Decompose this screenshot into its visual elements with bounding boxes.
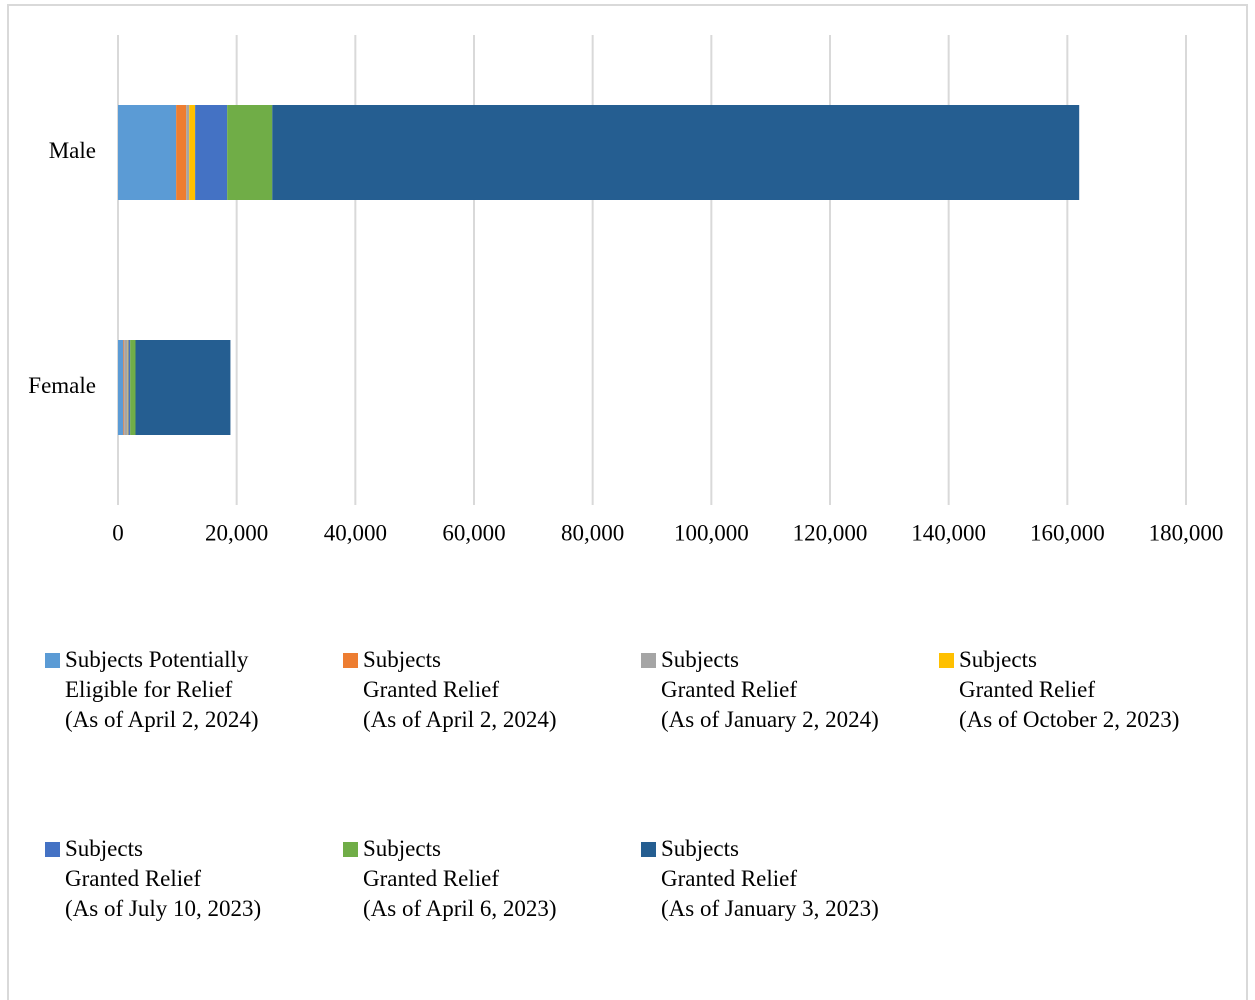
legend-label: Subjects Granted Relief (As of April 6, … <box>363 836 557 921</box>
bar-segment <box>176 105 187 200</box>
bar-segment <box>195 105 228 200</box>
bar-segment <box>118 340 124 435</box>
y-tick-label: Female <box>28 373 96 398</box>
bar-segment <box>130 340 136 435</box>
x-tick-label: 140,000 <box>911 520 986 545</box>
legend-label: Subjects Granted Relief (As of January 2… <box>661 647 879 732</box>
x-tick-label: 40,000 <box>324 520 387 545</box>
legend-item: Subjects Granted Relief (As of October 2… <box>939 645 1179 735</box>
x-tick-label: 0 <box>112 520 124 545</box>
x-tick-label: 20,000 <box>205 520 268 545</box>
bar-segment <box>127 340 129 435</box>
legend-item: Subjects Granted Relief (As of April 6, … <box>343 834 557 924</box>
x-tick-label: 160,000 <box>1030 520 1105 545</box>
y-tick-label: Male <box>49 138 96 163</box>
bar-segment <box>135 340 231 435</box>
legend-swatch <box>45 842 60 857</box>
bar-segment <box>186 105 190 200</box>
legend-label: Subjects Potentially Eligible for Relief… <box>65 647 259 732</box>
x-tick-label: 100,000 <box>674 520 749 545</box>
x-tick-label: 180,000 <box>1149 520 1224 545</box>
legend-swatch <box>939 653 954 668</box>
legend-swatch <box>45 653 60 668</box>
legend-item: Subjects Granted Relief (As of January 2… <box>641 645 879 735</box>
legend-swatch <box>343 842 358 857</box>
legend-swatch <box>343 653 358 668</box>
legend-item: Subjects Granted Relief (As of July 10, … <box>45 834 261 924</box>
bar-segment <box>118 105 177 200</box>
x-tick-label: 60,000 <box>442 520 505 545</box>
legend-swatch <box>641 653 656 668</box>
bar-segment <box>123 340 125 435</box>
bar-segment <box>128 340 131 435</box>
bar-segment <box>272 105 1080 200</box>
chart-frame <box>7 4 1248 1000</box>
legend-item: Subjects Potentially Eligible for Relief… <box>45 645 259 735</box>
legend-item: Subjects Granted Relief (As of April 2, … <box>343 645 557 735</box>
x-tick-label: 80,000 <box>561 520 624 545</box>
x-tick-label: 120,000 <box>793 520 868 545</box>
bar-segment <box>124 340 128 435</box>
bar-segment <box>189 105 196 200</box>
bar-segment <box>227 105 273 200</box>
legend-label: Subjects Granted Relief (As of April 2, … <box>363 647 557 732</box>
legend-item: Subjects Granted Relief (As of January 3… <box>641 834 879 924</box>
legend-label: Subjects Granted Relief (As of January 3… <box>661 836 879 921</box>
legend-label: Subjects Granted Relief (As of October 2… <box>959 647 1180 732</box>
legend-swatch <box>641 842 656 857</box>
legend-label: Subjects Granted Relief (As of July 10, … <box>65 836 262 921</box>
